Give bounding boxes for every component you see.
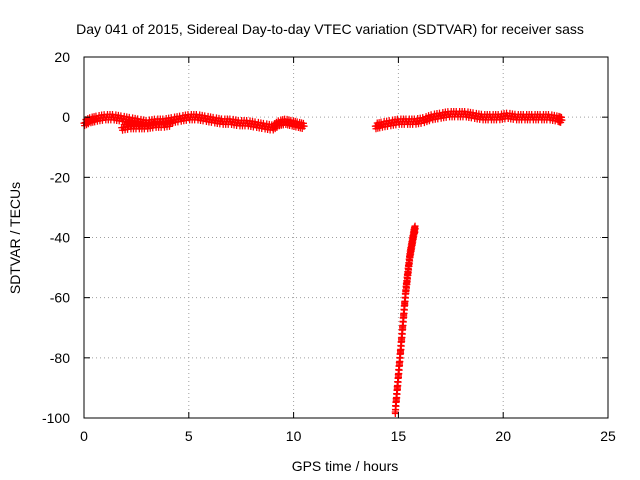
y-tick-label: -20	[50, 169, 70, 185]
x-tick-label: 10	[286, 428, 302, 444]
data-points	[80, 107, 566, 417]
axis-ticks: 0 5 10 15 20 25 -100 -80 -60 -40 -20 0 20	[42, 49, 616, 444]
y-tick-label: -60	[50, 290, 70, 306]
data-point	[168, 119, 176, 127]
data-point	[300, 122, 308, 130]
x-tick-label: 0	[80, 428, 88, 444]
data-point	[411, 224, 419, 232]
x-axis-label: GPS time / hours	[292, 458, 399, 474]
y-tick-label: 0	[62, 109, 70, 125]
x-tick-label: 15	[391, 428, 407, 444]
chart-title: Day 041 of 2015, Sidereal Day-to-day VTE…	[76, 21, 584, 37]
y-tick-label: -100	[42, 410, 70, 426]
x-tick-label: 20	[495, 428, 511, 444]
x-tick-label: 5	[185, 428, 193, 444]
y-tick-label: -40	[50, 230, 70, 246]
y-tick-label: 20	[54, 49, 70, 65]
y-tick-label: -80	[50, 350, 70, 366]
x-tick-label: 25	[600, 428, 616, 444]
data-point	[425, 117, 433, 125]
data-point	[558, 116, 566, 124]
y-axis-label: SDTVAR / TECUs	[7, 182, 23, 294]
